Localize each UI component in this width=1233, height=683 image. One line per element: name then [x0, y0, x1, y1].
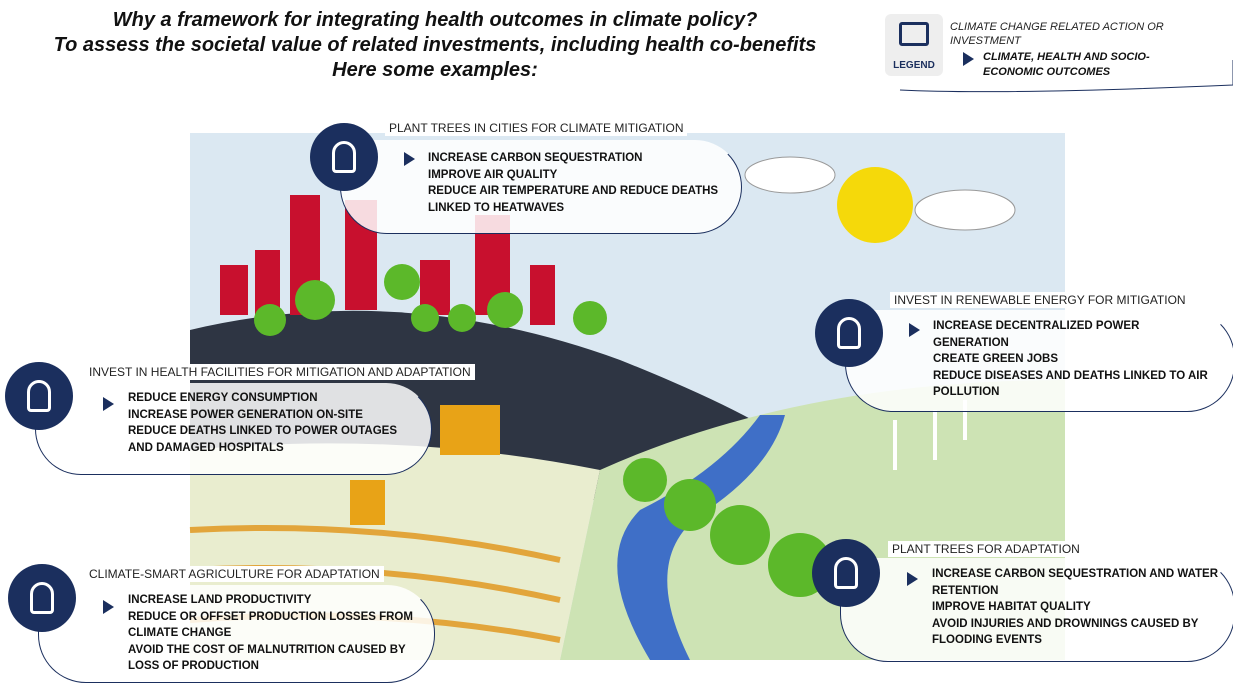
outcome: AVOID INJURIES AND DROWNINGS CAUSED BY F…: [932, 616, 1222, 649]
outcome: IMPROVE AIR QUALITY: [428, 167, 728, 184]
callout-icon: [8, 564, 76, 632]
legend-arrow: [963, 52, 974, 66]
callout-arrow: [103, 397, 114, 411]
callout-icon: [815, 299, 883, 367]
outcome: REDUCE ENERGY CONSUMPTION: [128, 390, 418, 407]
page: Why a framework for integrating health o…: [0, 0, 1233, 681]
outcome: INCREASE CARBON SEQUESTRATION AND WATER …: [932, 566, 1222, 599]
callout-icon: [5, 362, 73, 430]
outcome: REDUCE OR OFFSET PRODUCTION LOSSES FROM …: [128, 609, 423, 642]
outcome: INCREASE DECENTRALIZED POWER GENERATION: [933, 318, 1213, 351]
callout-title: PLANT TREES IN CITIES FOR CLIMATE MITIGA…: [385, 120, 687, 136]
callout-title: INVEST IN HEALTH FACILITIES FOR MITIGATI…: [85, 364, 475, 380]
legend-action: CLIMATE CHANGE RELATED ACTION OR INVESTM…: [950, 20, 1210, 48]
outcome: REDUCE AIR TEMPERATURE AND REDUCE DEATHS…: [428, 183, 728, 216]
cloud: [745, 157, 835, 193]
callout-title: PLANT TREES FOR ADAPTATION: [888, 541, 1084, 557]
callout-arrow: [909, 323, 920, 337]
icon-glyph: [834, 557, 858, 589]
callout-arrow: [404, 152, 415, 166]
header-line: To assess the societal value of related …: [0, 33, 870, 58]
icon-glyph: [837, 317, 861, 349]
outcome: REDUCE DEATHS LINKED TO POWER OUTAGES AN…: [128, 423, 418, 456]
callout-title: INVEST IN RENEWABLE ENERGY FOR MITIGATIO…: [890, 292, 1190, 308]
outcome: INCREASE POWER GENERATION ON-SITE: [128, 407, 418, 424]
callout-arrow: [103, 600, 114, 614]
legend-icon: LEGEND: [885, 14, 943, 76]
icon-glyph: [30, 582, 54, 614]
legend-outcome: CLIMATE, HEALTH AND SOCIO-ECONOMIC OUTCO…: [983, 50, 1183, 80]
callout-icon: [812, 539, 880, 607]
outcome: REDUCE DISEASES AND DEATHS LINKED TO AIR…: [933, 368, 1213, 401]
icon-glyph: [27, 380, 51, 412]
header-line: Why a framework for integrating health o…: [0, 8, 870, 33]
callout-icon: [310, 123, 378, 191]
header: Why a framework for integrating health o…: [0, 8, 870, 83]
outcome: AVOID THE COST OF MALNUTRITION CAUSED BY…: [128, 642, 423, 675]
outcome: INCREASE CARBON SEQUESTRATION: [428, 150, 728, 167]
callout-outcomes: INCREASE CARBON SEQUESTRATION AND WATER …: [932, 566, 1222, 649]
callout-arrow: [907, 572, 918, 586]
legend-icon-label: LEGEND: [885, 60, 943, 71]
cloud: [915, 190, 1015, 230]
sun: [837, 167, 913, 243]
outcome: CREATE GREEN JOBS: [933, 351, 1213, 368]
outcome: IMPROVE HABITAT QUALITY: [932, 599, 1222, 616]
callout-title: CLIMATE-SMART AGRICULTURE FOR ADAPTATION: [85, 566, 384, 582]
header-line: Here some examples:: [0, 58, 870, 83]
icon-glyph: [332, 141, 356, 173]
outcome: INCREASE LAND PRODUCTIVITY: [128, 592, 423, 609]
